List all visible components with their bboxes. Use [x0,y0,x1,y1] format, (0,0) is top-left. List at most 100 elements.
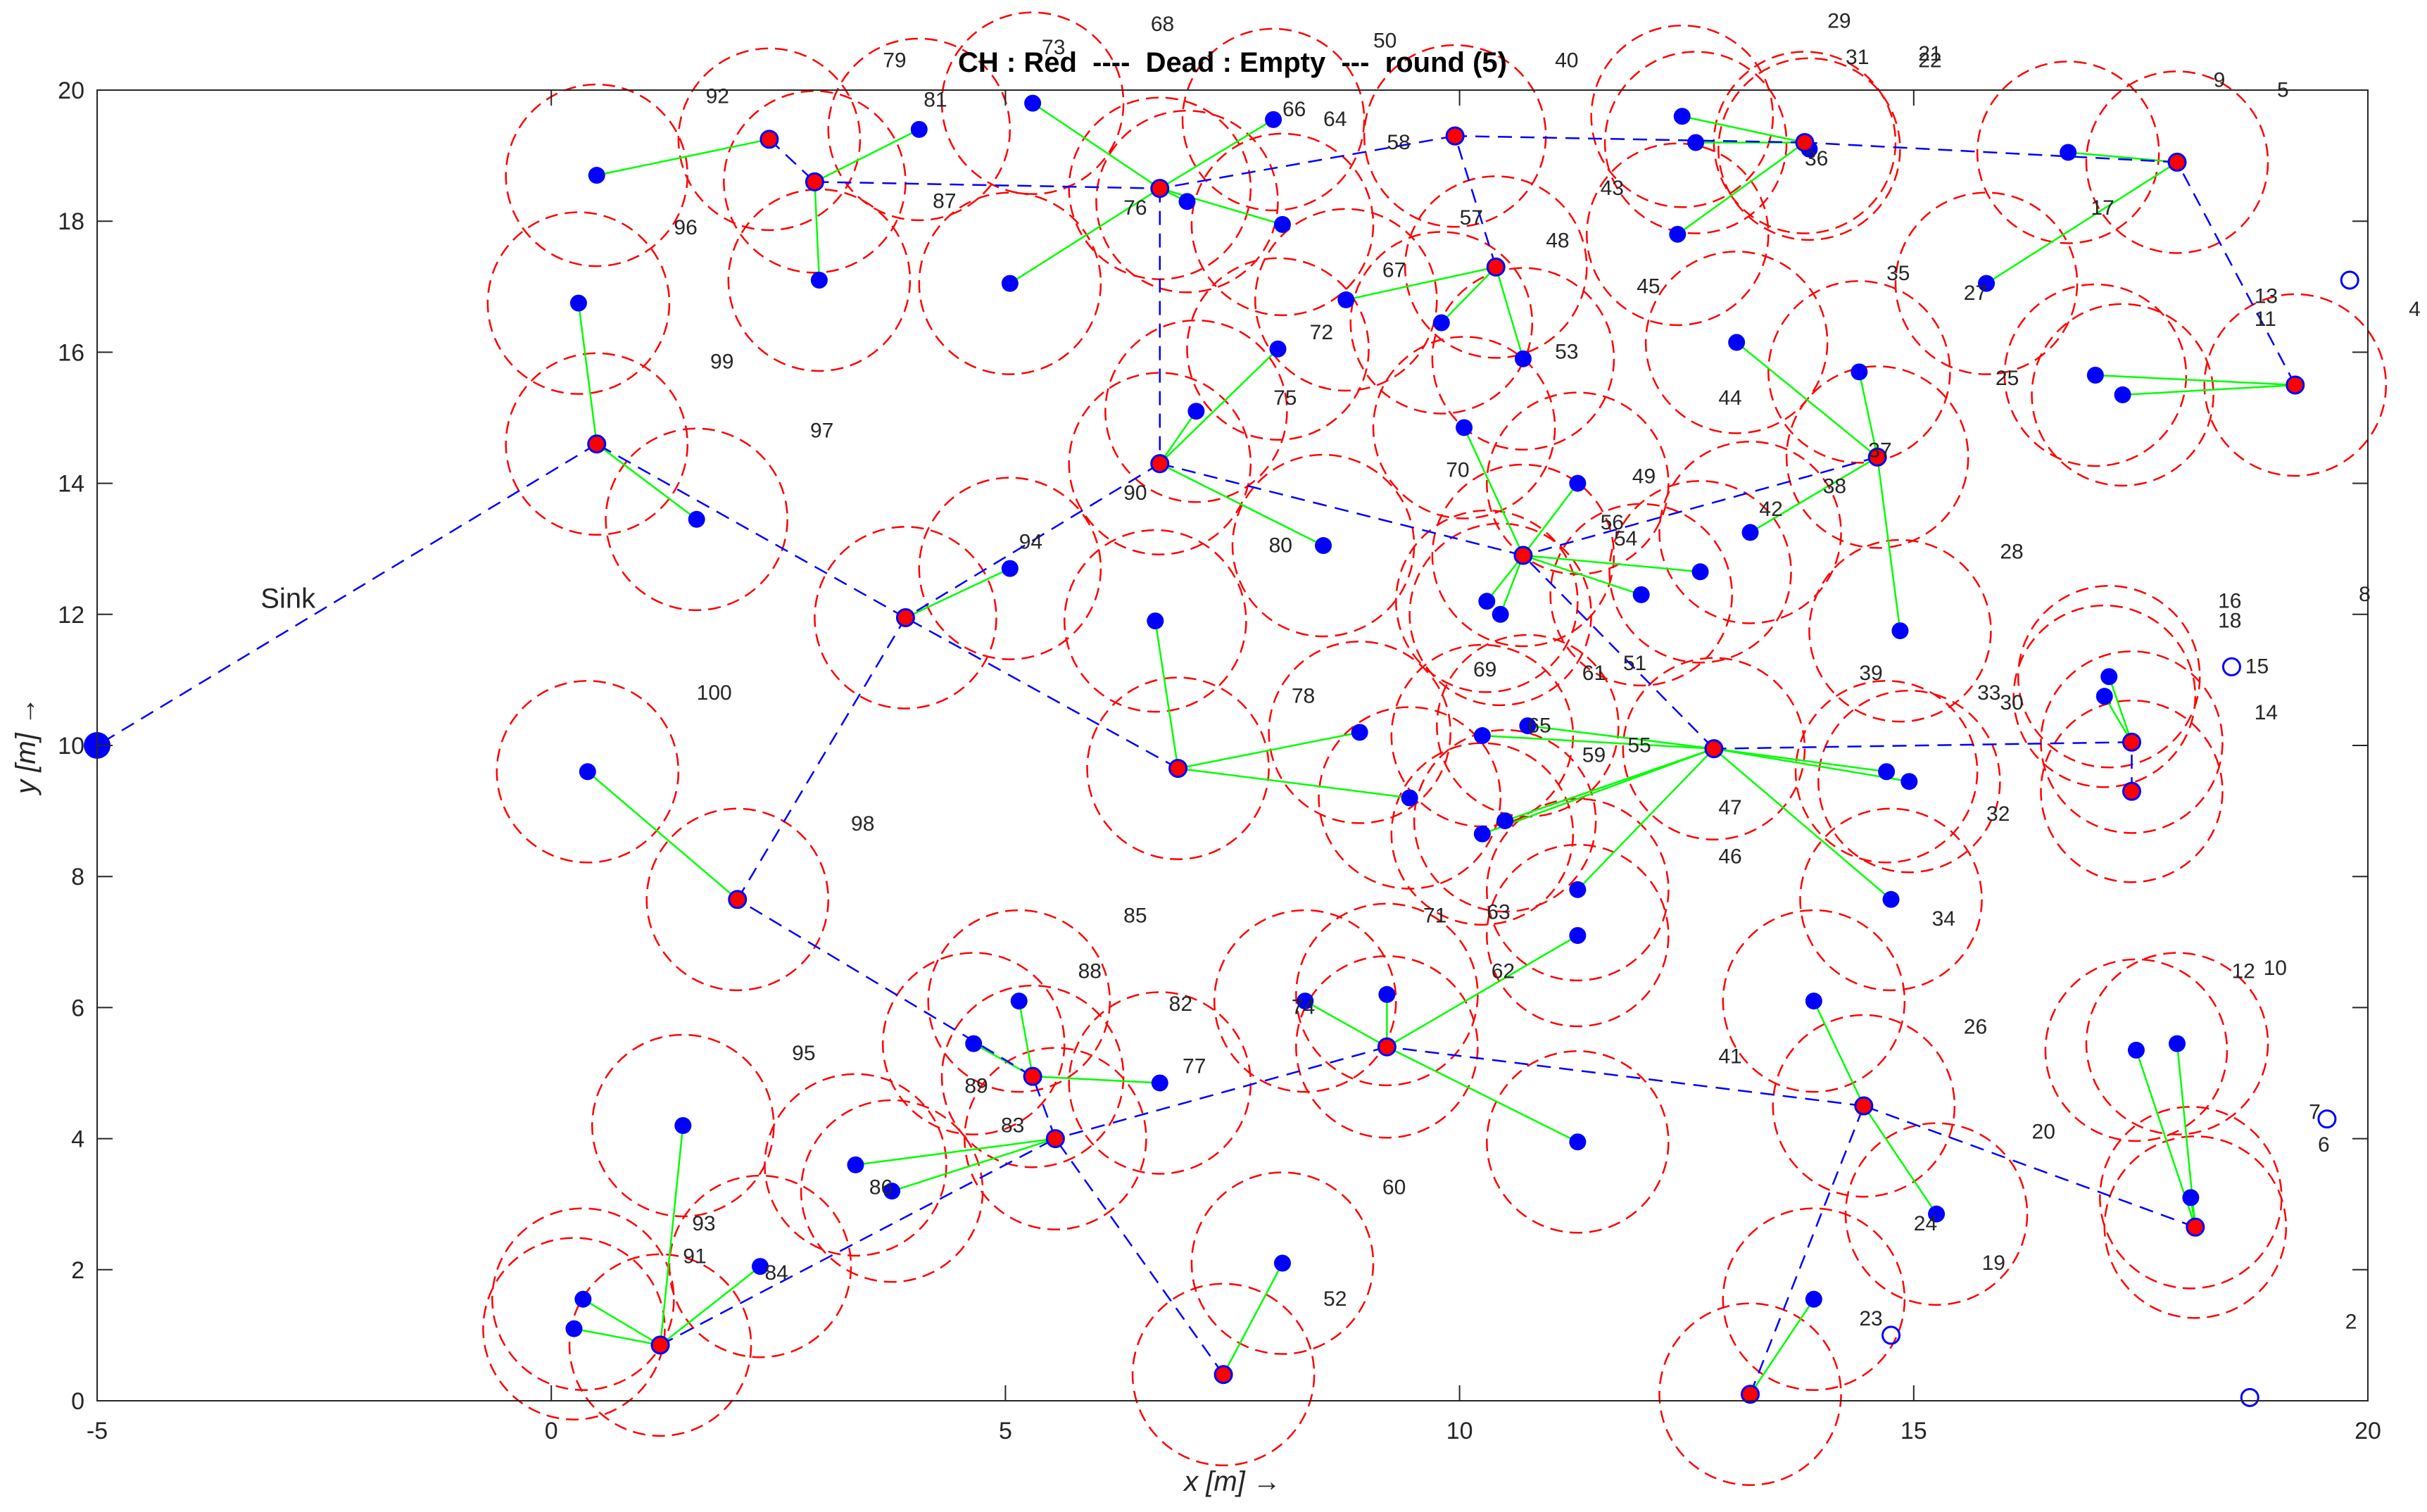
range-circle [1586,142,1770,327]
cluster-head-node [1867,447,1887,467]
dead-node [1881,1325,1901,1345]
range-circle [940,11,1125,195]
range-circle [723,90,907,274]
member-node [883,1183,901,1200]
cluster-head-node [1486,257,1506,277]
range-circle [1608,479,1792,664]
node-id-label: 13 [2255,285,2278,308]
range-circle [1722,1207,1906,1391]
range-circle [1808,538,1992,723]
member-node [1001,560,1019,577]
member-link [1159,187,1283,226]
range-circle [1295,955,1479,1139]
member-link [1009,187,1161,284]
node-id-label: 36 [1805,147,1828,170]
member-node [1632,586,1650,603]
member-node [1187,403,1205,420]
member-node [674,1116,692,1134]
node-id-label: 35 [1886,262,1910,285]
range-circle [1431,463,1615,648]
cluster-head-node [1741,1385,1760,1404]
ch-route [2176,161,2296,386]
node-id-label: 38 [1823,475,1846,498]
range-circle [1268,641,1451,824]
member-link [1386,1046,1578,1143]
cluster-head-node [650,1335,670,1355]
node-id-label: 48 [1546,229,1569,252]
node-id-label: 39 [1859,662,1882,685]
node-id-label: 20 [2032,1121,2055,1144]
member-node [1432,314,1450,332]
member-node [1978,275,1996,292]
member-link [1713,748,1910,783]
cluster-head-node [759,130,779,149]
node-id-label: 50 [1373,29,1397,52]
range-circle [1767,280,1951,464]
node-id-label: 30 [2000,691,2023,714]
member-node [2086,366,2104,384]
cluster-head-node [805,172,824,191]
member-node [1401,789,1418,807]
node-id-label: 24 [1914,1212,1937,1235]
dead-node [2221,657,2241,676]
node-id-label: 93 [692,1212,715,1235]
y-tick-label: 0 [71,1388,84,1415]
node-id-label: 56 [1601,511,1624,534]
cluster-head-node [1854,1096,1874,1116]
range-circle [1549,503,1733,687]
range-circle [486,211,671,395]
node-id-label: 49 [1632,465,1656,489]
member-link [814,128,920,183]
member-node [1478,593,1496,610]
cluster-head-node [1795,132,1815,152]
member-links-layer [574,102,2295,1395]
node-id-label: 94 [1019,531,1042,554]
cluster-head-node [1445,126,1465,146]
member-node [1691,563,1709,581]
ch-route [737,898,1033,1078]
member-node [810,271,828,289]
node-id-label: 69 [1473,658,1496,681]
member-link [2068,151,2178,163]
node-id-label: 53 [1555,341,1578,364]
range-circle [1395,509,1579,693]
member-link [1440,266,1497,324]
member-node [1147,612,1164,630]
member-link [1523,554,1642,596]
cluster-head-node [2286,375,2305,395]
y-tick-label: 18 [58,208,84,235]
range-circle [491,1207,675,1391]
range-circle [1404,175,1588,359]
y-tick-label: 14 [58,471,84,498]
node-id-label: 62 [1492,960,1515,983]
chart-title: CH : Red ---- Dead : Empty --- round (5) [958,47,1507,78]
range-circle [505,352,689,536]
ch-route [596,443,907,619]
ch-route [769,138,816,183]
member-link [1522,482,1579,556]
node-id-label: 31 [1846,46,1869,69]
member-link [1018,1000,1034,1077]
range-circle [2085,952,2269,1135]
member-link [1178,767,1410,799]
y-tick-label: 16 [58,339,84,366]
ch-route [1713,741,2132,750]
range-circle [2031,303,2214,487]
range-circle [2040,650,2224,834]
node-id-label: 18 [2218,609,2241,632]
node-id-label: 86 [869,1176,893,1199]
range-circle [881,952,1066,1135]
member-node [1514,350,1532,367]
node-id-label: 57 [1460,206,1483,229]
node-id-label: 52 [1323,1287,1347,1311]
member-node [1378,985,1396,1003]
member-node [1569,1133,1587,1151]
node-id-label: 92 [706,85,729,108]
x-tick-label: 10 [1446,1418,1473,1444]
member-node [1673,108,1691,125]
range-circle [1068,372,1252,555]
range-circle [668,1174,852,1359]
member-link [2122,384,2295,396]
member-node [1269,340,1287,358]
ch-route [736,617,907,900]
